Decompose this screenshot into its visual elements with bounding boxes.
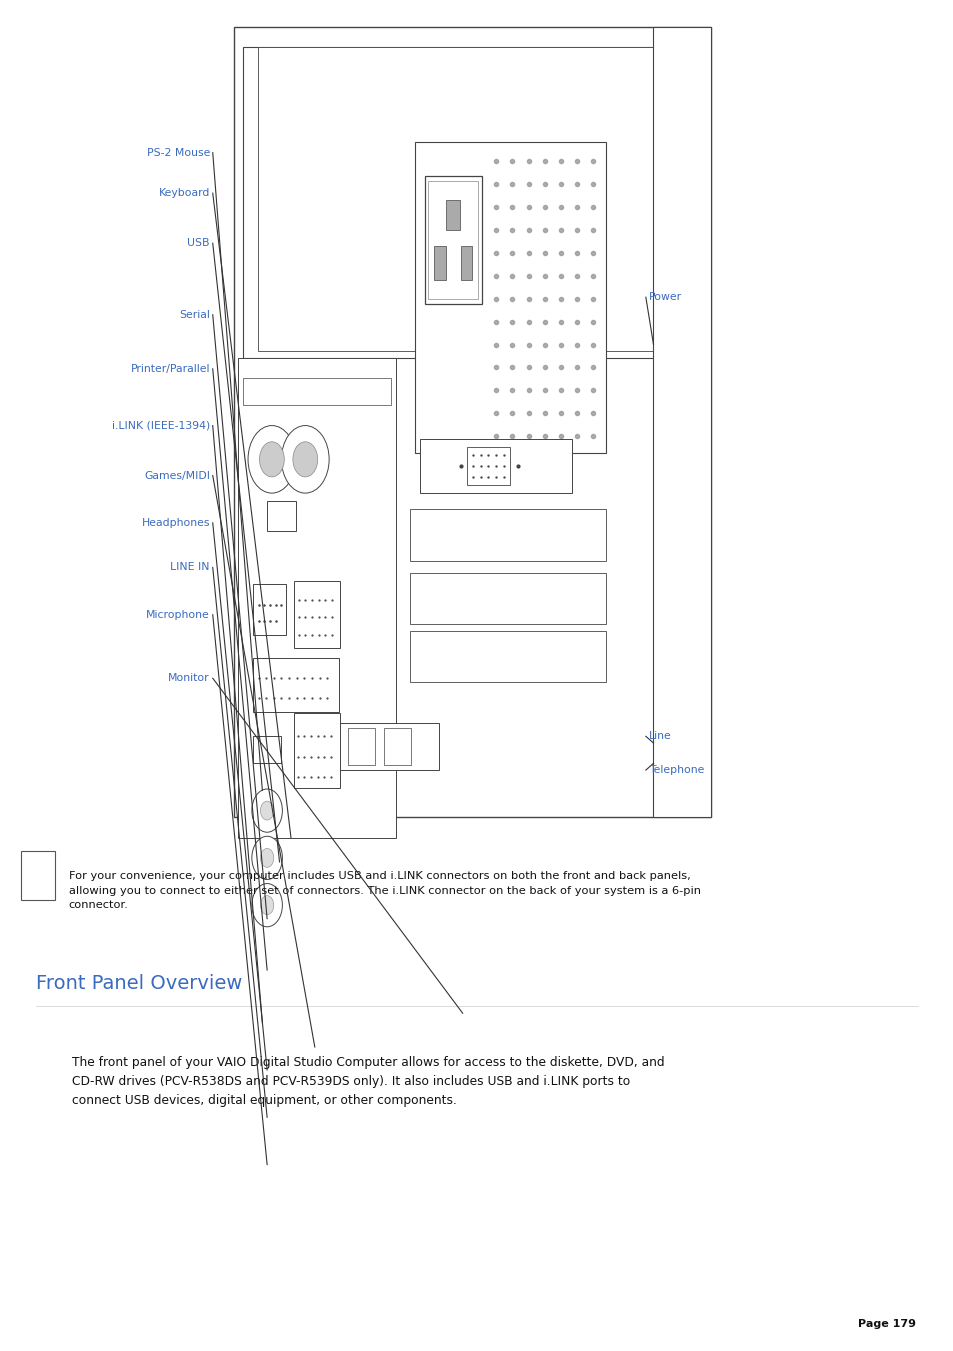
- Bar: [253, 736, 281, 763]
- Bar: [653, 27, 710, 817]
- Circle shape: [252, 884, 282, 927]
- Bar: [410, 631, 605, 682]
- Bar: [428, 181, 477, 299]
- Text: Monitor: Monitor: [168, 673, 210, 684]
- Text: LINE: LINE: [395, 748, 399, 757]
- Circle shape: [252, 789, 282, 832]
- Text: Headphones: Headphones: [141, 517, 210, 528]
- Text: Telephone: Telephone: [648, 765, 703, 775]
- Bar: [257, 47, 681, 351]
- Bar: [233, 27, 710, 817]
- Text: Line: Line: [648, 731, 671, 742]
- Bar: [294, 581, 339, 648]
- Bar: [415, 142, 605, 453]
- Text: i.LINK (IEEE-1394): i.LINK (IEEE-1394): [112, 420, 210, 431]
- Circle shape: [259, 442, 284, 477]
- Bar: [410, 509, 605, 561]
- Circle shape: [252, 836, 282, 880]
- Bar: [424, 176, 481, 304]
- Bar: [253, 658, 338, 712]
- Circle shape: [260, 848, 274, 867]
- Text: LINE: LINE: [359, 748, 363, 757]
- Text: Microphone: Microphone: [146, 609, 210, 620]
- Bar: [243, 378, 391, 405]
- Bar: [446, 200, 459, 230]
- Circle shape: [281, 426, 329, 493]
- Text: USB: USB: [187, 238, 210, 249]
- Bar: [384, 728, 411, 765]
- Text: Games/MIDI: Games/MIDI: [144, 470, 210, 481]
- Text: LINE IN: LINE IN: [171, 562, 210, 573]
- Bar: [460, 246, 472, 280]
- Bar: [419, 439, 572, 493]
- Bar: [467, 447, 510, 485]
- Text: Power: Power: [648, 292, 681, 303]
- Bar: [348, 728, 375, 765]
- Circle shape: [293, 442, 317, 477]
- Bar: [238, 358, 395, 838]
- Text: Front Panel Overview: Front Panel Overview: [36, 974, 242, 993]
- Bar: [329, 723, 438, 770]
- Bar: [253, 584, 286, 635]
- Text: The front panel of your VAIO Digital Studio Computer allows for access to the di: The front panel of your VAIO Digital Stu…: [71, 1056, 663, 1108]
- Bar: [294, 713, 339, 788]
- Bar: [410, 573, 605, 624]
- Bar: [267, 501, 295, 531]
- Circle shape: [260, 801, 274, 820]
- Text: Printer/Parallel: Printer/Parallel: [131, 363, 210, 374]
- Text: PS-2 Mouse: PS-2 Mouse: [147, 147, 210, 158]
- Text: For your convenience, your computer includes USB and i.LINK connectors on both t: For your convenience, your computer incl…: [69, 871, 700, 911]
- Circle shape: [260, 896, 274, 915]
- Circle shape: [248, 426, 295, 493]
- Text: Page 179: Page 179: [857, 1319, 915, 1329]
- Bar: [21, 851, 55, 900]
- Text: Serial: Serial: [179, 309, 210, 320]
- Bar: [434, 246, 445, 280]
- Bar: [243, 47, 700, 358]
- Text: Keyboard: Keyboard: [158, 188, 210, 199]
